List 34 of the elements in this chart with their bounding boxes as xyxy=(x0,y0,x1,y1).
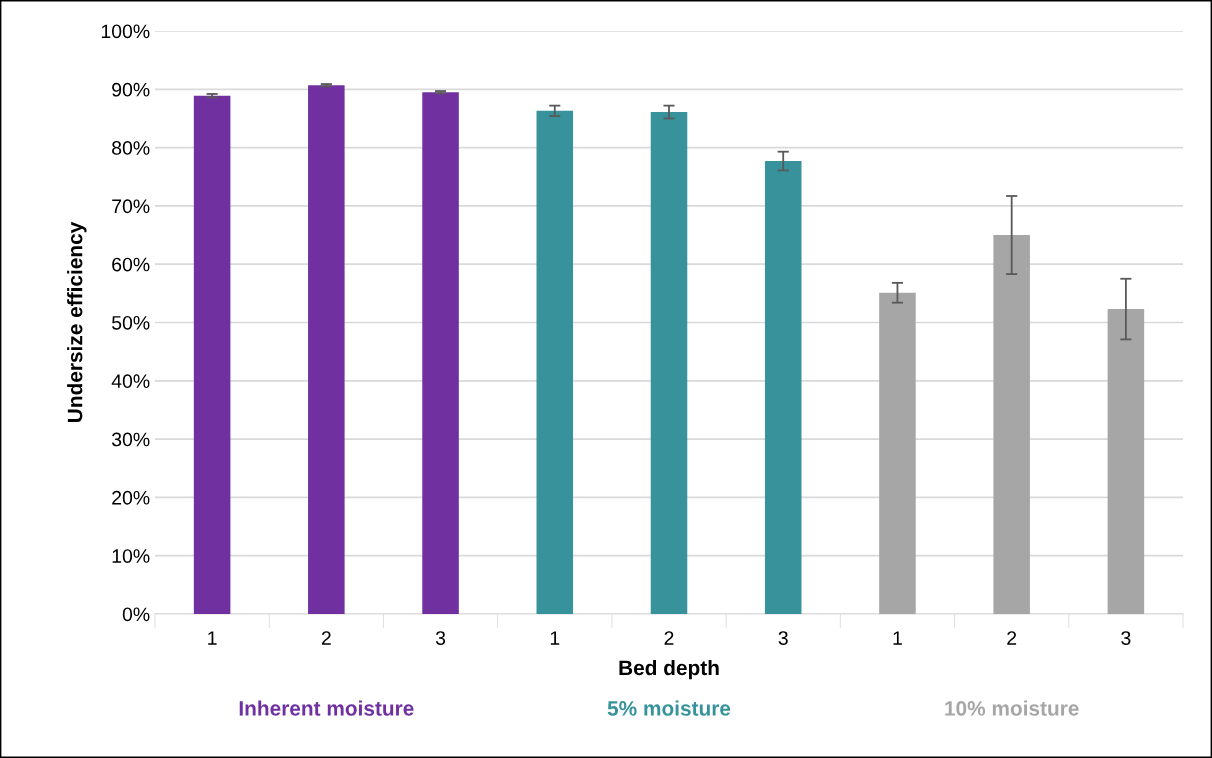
y-tick-label: 80% xyxy=(112,141,150,155)
y-tick-label: 10% xyxy=(112,549,150,563)
y-tick-label: 50% xyxy=(112,315,150,330)
y-tick-label: 20% xyxy=(112,490,150,505)
x-tick-label: 3 xyxy=(1121,631,1131,645)
x-tick-label: 3 xyxy=(778,631,788,645)
y-tick-label: 60% xyxy=(112,257,150,272)
bar xyxy=(308,85,345,614)
bar xyxy=(1107,309,1145,614)
x-tick-label: 3 xyxy=(435,631,446,645)
y-tick-label: 90% xyxy=(112,82,150,97)
x-tick-label: 2 xyxy=(664,631,674,645)
bar xyxy=(764,161,802,614)
text: Inherent moisture xyxy=(239,700,414,716)
bar xyxy=(193,95,231,614)
x-tick-label: 1 xyxy=(893,631,902,645)
y-tick-label: 30% xyxy=(111,432,150,447)
x-tick-label: 1 xyxy=(550,631,560,645)
y-tick-label: 40% xyxy=(111,374,150,389)
x-tick-label: 2 xyxy=(1007,631,1017,645)
x-tick-label: 2 xyxy=(321,631,331,645)
y-tick-label: 70% xyxy=(112,199,150,214)
x-axis-title: Bed depth xyxy=(619,659,719,680)
bar xyxy=(422,92,459,614)
bar xyxy=(650,112,688,614)
x-tick-label: 1 xyxy=(208,631,217,645)
y-tick-label: 100% xyxy=(101,24,150,39)
bar xyxy=(536,110,574,614)
bar xyxy=(879,292,916,614)
bar xyxy=(993,235,1030,614)
text: 10% moisture xyxy=(945,700,1079,716)
text: 5% moisture xyxy=(607,700,731,716)
y-tick-label: 0% xyxy=(122,607,150,622)
y-axis-title: Undersize efficiency xyxy=(67,221,87,422)
